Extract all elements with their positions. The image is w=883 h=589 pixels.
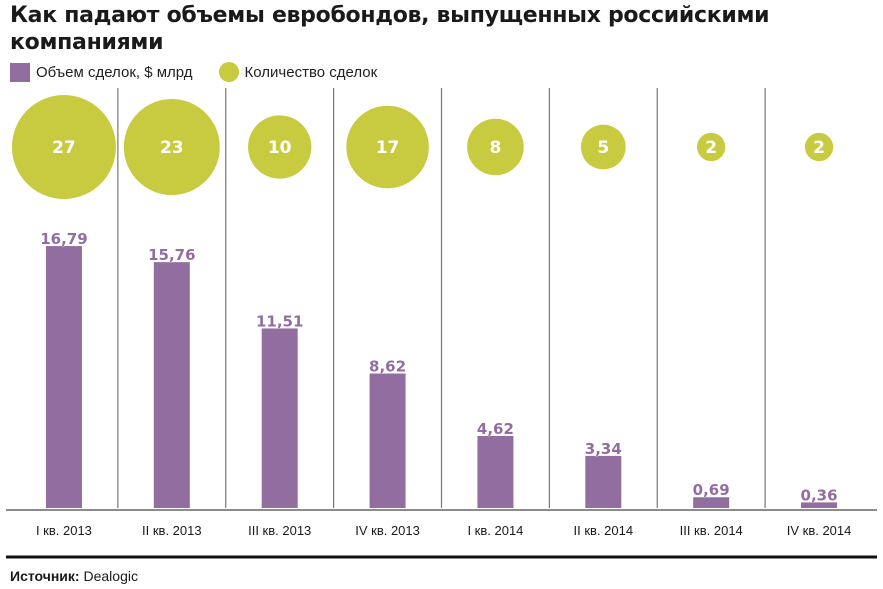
legend-label-count: Количество сделок <box>244 63 378 81</box>
bar-deal-volume <box>45 246 82 509</box>
x-tick-label: III кв. 2014 <box>680 523 743 538</box>
bubble-label: 27 <box>52 138 76 158</box>
bar-value-label: 16,79 <box>40 230 87 248</box>
x-tick-label: IV кв. 2014 <box>787 523 852 538</box>
bar-deal-volume <box>477 435 514 508</box>
bubble-deal-count <box>580 124 626 170</box>
x-tick-label: I кв. 2013 <box>36 523 92 538</box>
legend-label-volume: Объем сделок, $ млрд <box>36 63 193 81</box>
chart-title: Как падают объемы евробондов, выпущенных… <box>10 3 770 55</box>
source-value: Dealogic <box>83 568 138 584</box>
legend: Объем сделок, $ млрд Количество сделок <box>10 62 377 82</box>
x-tick-label: II кв. 2014 <box>574 523 634 538</box>
x-tick-label: III кв. 2013 <box>248 523 311 538</box>
x-tick-label: I кв. 2014 <box>467 523 523 538</box>
source-label: Источник: <box>10 568 80 584</box>
bar-value-label: 11,51 <box>256 312 303 330</box>
bubble-label: 2 <box>705 138 717 158</box>
bubble-deal-count <box>346 105 429 189</box>
bar-value-label: 3,34 <box>585 440 622 458</box>
bubble-label: 23 <box>160 138 184 158</box>
bubble-label: 17 <box>376 138 400 158</box>
bubble-deal-count <box>123 99 220 195</box>
bar-deal-volume <box>693 497 730 508</box>
x-tick-label: IV кв. 2013 <box>355 523 420 538</box>
bubble-deal-count <box>467 118 524 176</box>
bubble-deal-count <box>697 132 726 162</box>
bar-deal-volume <box>261 328 298 508</box>
bar-value-label: 0,36 <box>801 486 838 504</box>
legend-swatch-count <box>218 62 239 82</box>
bar-value-label: 0,69 <box>693 481 730 499</box>
bar-value-label: 15,76 <box>148 246 195 264</box>
x-tick-label: II кв. 2013 <box>142 523 202 538</box>
bubble-label: 8 <box>490 138 502 158</box>
bar-deal-volume <box>801 502 838 508</box>
bubble-label: 5 <box>597 138 609 158</box>
bubble-deal-count <box>804 132 834 162</box>
bar-deal-volume <box>585 455 622 508</box>
bubble-label: 2 <box>813 138 825 158</box>
bar-value-label: 4,62 <box>477 420 514 438</box>
legend-swatch-volume <box>10 62 30 82</box>
bubble-deal-count <box>11 95 116 199</box>
source-note: Источник: Dealogic <box>10 568 138 584</box>
bar-deal-volume <box>369 373 406 508</box>
bubble-label: 10 <box>268 138 292 158</box>
bar-deal-volume <box>153 262 190 508</box>
bar-value-label: 8,62 <box>369 358 406 376</box>
bubble-deal-count <box>248 115 312 179</box>
